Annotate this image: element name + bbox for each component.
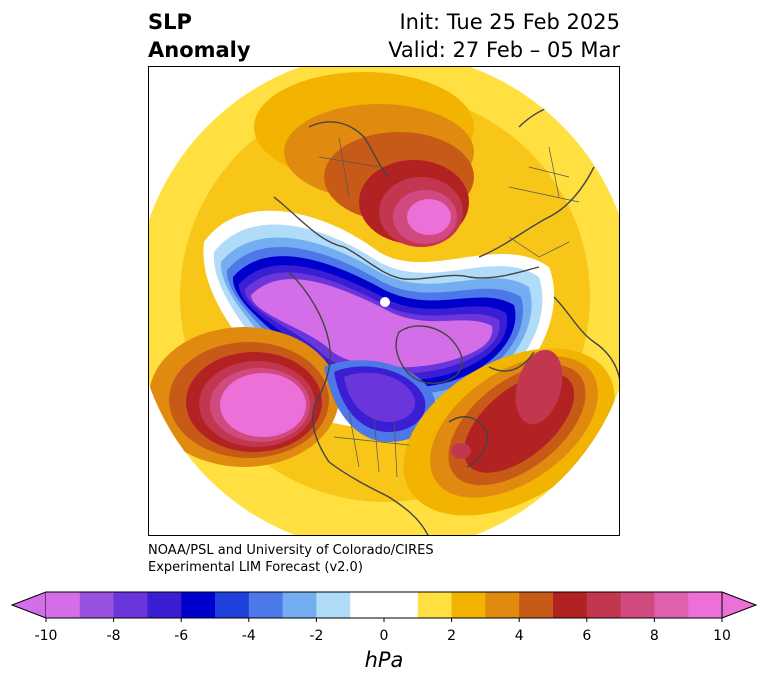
colorbar-cell bbox=[384, 592, 419, 618]
forecast-dates: Init: Tue 25 Feb 2025 Valid: 27 Feb – 05… bbox=[388, 8, 620, 64]
political-borders bbox=[318, 136, 580, 478]
colorbar-tick-label: -10 bbox=[34, 628, 58, 644]
colorbar-tick-label: 8 bbox=[649, 628, 659, 644]
colorbar-tick-label: 10 bbox=[713, 628, 731, 644]
credit-line-2: Experimental LIM Forecast (v2.0) bbox=[148, 560, 363, 575]
colorbar-cell bbox=[316, 592, 351, 618]
colorbar-arrow-low bbox=[10, 591, 47, 619]
colorbar-cell bbox=[79, 592, 115, 618]
colorbar-cell bbox=[350, 592, 385, 618]
north-pole-marker bbox=[380, 297, 390, 307]
positive-anomaly-atlantic bbox=[403, 348, 615, 516]
colorbar-tick-label: -2 bbox=[309, 628, 324, 644]
colorbar-cell bbox=[417, 592, 453, 618]
init-date: Init: Tue 25 Feb 2025 bbox=[399, 10, 620, 34]
colorbar-tick-label: 4 bbox=[514, 628, 524, 644]
anomaly-map bbox=[148, 66, 620, 536]
colorbar-cell bbox=[215, 592, 250, 618]
colorbar-cell bbox=[181, 592, 216, 618]
colorbar-cell bbox=[586, 592, 622, 618]
colorbar-tick-label: 6 bbox=[582, 628, 592, 644]
title-line-2: Anomaly bbox=[148, 38, 251, 62]
colorbar-tick-label: -4 bbox=[241, 628, 256, 644]
colorbar-cell bbox=[282, 592, 317, 618]
colorbar-tick-label: 2 bbox=[447, 628, 457, 644]
colorbar-cell bbox=[553, 592, 588, 618]
colorbar-cell bbox=[248, 592, 284, 618]
positive-anomaly-pacific bbox=[149, 327, 339, 467]
title-line-1: SLP bbox=[148, 10, 192, 34]
colorbar-tick-label: -8 bbox=[106, 628, 121, 644]
colorbar-tick-label: -6 bbox=[174, 628, 189, 644]
map-title: SLP Anomaly bbox=[148, 8, 251, 64]
valid-date: Valid: 27 Feb – 05 Mar bbox=[388, 38, 620, 62]
colorbar bbox=[10, 591, 758, 622]
colorbar-cell bbox=[654, 592, 689, 618]
anomaly-map-graphic bbox=[149, 67, 619, 535]
colorbar-cell bbox=[46, 592, 81, 618]
colorbar-cell bbox=[688, 592, 723, 618]
colorbar-arrow-high bbox=[721, 591, 758, 619]
credit-text: NOAA/PSL and University of Colorado/CIRE… bbox=[148, 542, 434, 576]
colorbar-cell bbox=[147, 592, 182, 618]
colorbar-cell bbox=[451, 592, 486, 618]
negative-anomaly-north-america bbox=[324, 360, 437, 442]
colorbar-cell bbox=[113, 592, 148, 618]
colorbar-cell bbox=[519, 592, 554, 618]
colorbar-tick-label: 0 bbox=[379, 628, 389, 644]
colorbar-label: hPa bbox=[364, 648, 404, 672]
colorbar-cell bbox=[485, 592, 520, 618]
positive-anomaly-europe bbox=[254, 72, 474, 247]
credit-line-1: NOAA/PSL and University of Colorado/CIRE… bbox=[148, 543, 434, 558]
colorbar-cell bbox=[620, 592, 655, 618]
